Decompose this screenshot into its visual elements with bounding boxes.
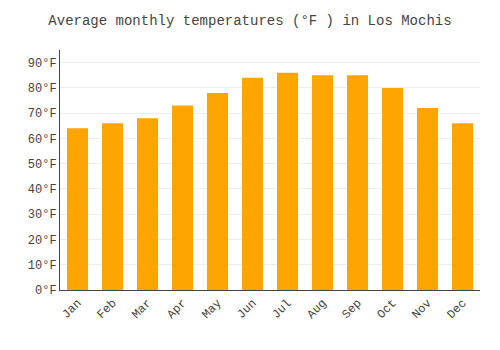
svg-text:Apr: Apr — [164, 297, 189, 322]
svg-text:20°F: 20°F — [28, 234, 57, 248]
svg-text:May: May — [199, 297, 224, 322]
svg-text:50°F: 50°F — [28, 158, 57, 172]
svg-text:Feb: Feb — [94, 297, 119, 322]
svg-text:Jun: Jun — [234, 297, 259, 322]
svg-text:Jul: Jul — [269, 297, 294, 322]
svg-text:Sep: Sep — [339, 297, 364, 322]
svg-text:70°F: 70°F — [28, 107, 57, 121]
svg-text:Dec: Dec — [444, 297, 469, 322]
svg-text:Jan: Jan — [59, 297, 84, 322]
svg-text:Mar: Mar — [129, 297, 154, 322]
svg-text:Nov: Nov — [409, 297, 434, 322]
svg-text:Average monthly temperatures (: Average monthly temperatures (°F ) in Lo… — [48, 13, 451, 29]
svg-text:90°F: 90°F — [28, 57, 57, 71]
svg-text:80°F: 80°F — [28, 82, 57, 96]
svg-text:0°F: 0°F — [35, 284, 57, 298]
svg-text:Aug: Aug — [304, 297, 329, 322]
svg-text:60°F: 60°F — [28, 133, 57, 147]
svg-text:10°F: 10°F — [28, 259, 57, 273]
svg-text:40°F: 40°F — [28, 183, 57, 197]
svg-text:30°F: 30°F — [28, 208, 57, 222]
svg-text:Oct: Oct — [374, 297, 399, 322]
